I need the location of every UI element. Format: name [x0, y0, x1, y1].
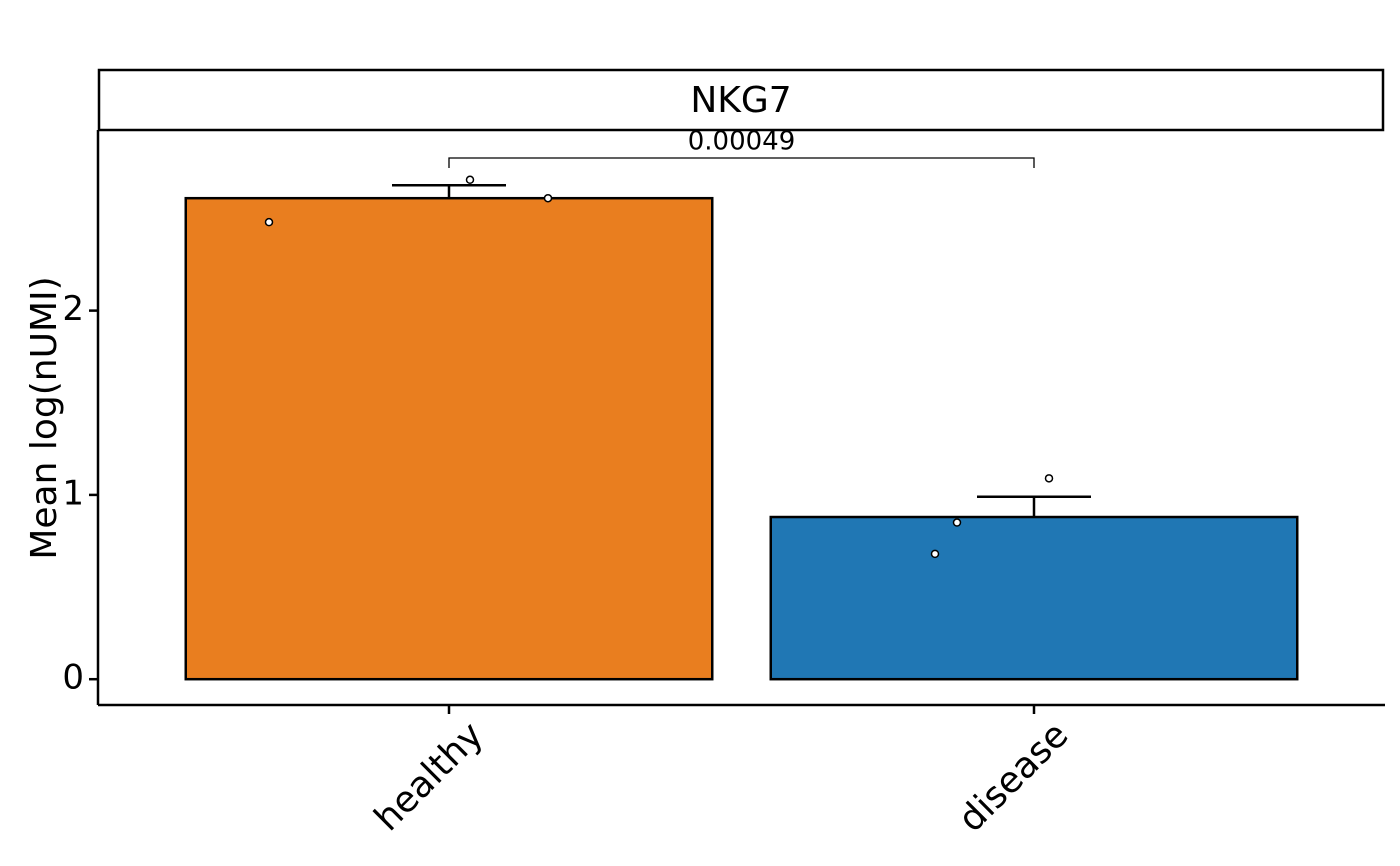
error-bar — [392, 184, 506, 199]
strip — [97, 68, 1385, 132]
error-bar — [977, 495, 1091, 518]
bracket — [448, 157, 1035, 168]
strip-title: NKG7 — [690, 80, 791, 121]
x-tick-label: healthy — [367, 714, 492, 839]
p-value: 0.00049 — [688, 127, 796, 157]
data-point — [952, 518, 962, 527]
y-tick-label: 0 — [62, 658, 84, 698]
data-point — [264, 217, 274, 227]
bar — [769, 515, 1299, 681]
x-tick-label: disease — [951, 714, 1077, 840]
data-point — [465, 175, 475, 185]
bar — [184, 196, 714, 681]
y-tick-label: 2 — [62, 289, 84, 329]
y-axis-title: Mean log(nUMI) — [24, 276, 65, 559]
data-point — [543, 193, 553, 203]
y-tick-label: 1 — [62, 473, 84, 513]
data-point — [1044, 474, 1054, 483]
data-point — [930, 549, 940, 559]
